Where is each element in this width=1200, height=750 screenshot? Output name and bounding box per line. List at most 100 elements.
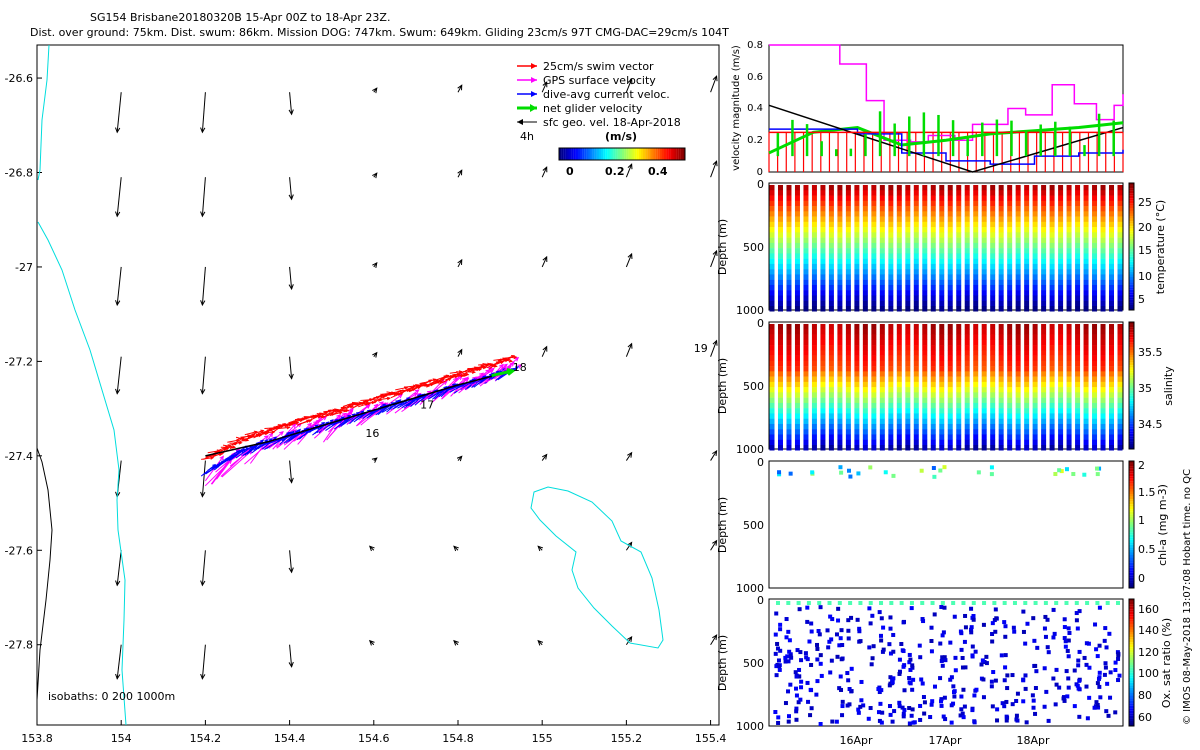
profile-sample xyxy=(862,408,868,414)
profile-sample xyxy=(1117,190,1123,196)
profile-sample xyxy=(990,345,996,351)
profile-sample xyxy=(930,200,936,207)
profile-sample xyxy=(913,339,919,346)
profile-sample xyxy=(862,434,868,440)
profile-sample xyxy=(956,221,962,228)
chla-sample xyxy=(856,471,861,476)
profile-sample xyxy=(973,300,979,307)
profile-sample xyxy=(1015,221,1021,228)
profile-sample xyxy=(845,329,851,335)
profile-sample xyxy=(990,324,996,330)
oxy-cbar-tick-0: 60 xyxy=(1138,711,1152,724)
profile-sample xyxy=(862,366,868,372)
profile-sample xyxy=(888,306,894,312)
profile-sample xyxy=(896,242,902,249)
profile-sample xyxy=(803,366,809,372)
profile-sample xyxy=(990,355,996,362)
oxy-sample xyxy=(979,662,984,667)
profile-sample xyxy=(803,418,809,425)
profile-sample xyxy=(845,227,851,233)
colorbar-cell xyxy=(1129,715,1134,719)
profile-sample xyxy=(1049,429,1055,435)
profile-sample xyxy=(956,387,962,393)
oxy-sample xyxy=(907,652,912,657)
profile-sample xyxy=(837,350,843,356)
colorbar-cell xyxy=(1129,398,1134,401)
profile-sample xyxy=(879,274,885,280)
colorbar-cell xyxy=(1129,473,1134,477)
profile-sample xyxy=(956,284,962,291)
profile-sample xyxy=(1083,269,1089,275)
profile-sample xyxy=(1032,227,1038,233)
oxy-sample xyxy=(902,688,907,693)
profile-sample xyxy=(871,366,877,372)
profile-sample xyxy=(947,392,953,398)
oxy-sample xyxy=(1002,678,1007,683)
profile-sample xyxy=(820,366,826,372)
oxy-sample xyxy=(938,641,943,646)
speed-colorbar-cell xyxy=(561,148,564,160)
chla-sample xyxy=(989,465,994,470)
profile-sample xyxy=(1041,350,1047,356)
profile-sample xyxy=(837,339,843,346)
profile-sample xyxy=(845,206,851,212)
profile-sample xyxy=(1100,387,1106,393)
oxy-sample xyxy=(1003,653,1008,658)
profile-sample xyxy=(1075,290,1081,296)
profile-sample xyxy=(803,185,809,191)
profile-sample xyxy=(1058,263,1064,270)
profile-sample xyxy=(862,345,868,351)
oxy-sample xyxy=(815,679,820,684)
profile-sample xyxy=(888,221,894,228)
profile-sample xyxy=(1015,381,1021,388)
profile-sample xyxy=(786,190,792,196)
colorbar-cell xyxy=(1129,647,1134,650)
oxy-sample xyxy=(897,700,902,705)
profile-sample xyxy=(1015,269,1021,275)
profile-sample xyxy=(905,232,911,238)
oxygen-panel: Depth (m) 0 500 1000 16Apr 17Apr 18Apr 6… xyxy=(716,594,1173,747)
chl-cbar-tick-4: 2 xyxy=(1138,459,1145,472)
oxy-sample xyxy=(1103,661,1108,666)
oxy-sample xyxy=(835,654,840,659)
profile-sample xyxy=(990,284,996,291)
profile-sample xyxy=(837,397,843,404)
profile-sample xyxy=(1007,248,1013,254)
profile-sample xyxy=(794,434,800,440)
dac-vector xyxy=(235,447,251,459)
oxy-sample xyxy=(866,716,871,721)
profile-sample xyxy=(1075,190,1081,196)
profile-sample xyxy=(896,227,902,233)
profile-sample xyxy=(837,242,843,249)
profile-sample xyxy=(828,429,834,435)
colorbar-tick-2: 0.4 xyxy=(648,165,668,178)
profile-sample xyxy=(794,195,800,202)
profile-sample xyxy=(981,216,987,223)
profile-sample xyxy=(998,279,1004,286)
profile-sample xyxy=(854,434,860,440)
profile-sample xyxy=(930,227,936,233)
profile-sample xyxy=(794,381,800,388)
profile-sample xyxy=(786,211,792,217)
oxy-sample xyxy=(788,654,793,659)
profile-sample xyxy=(905,211,911,217)
swim-vector xyxy=(423,378,436,384)
profile-sample xyxy=(998,397,1004,404)
profile-sample xyxy=(1075,185,1081,191)
oxy-sample xyxy=(808,687,813,692)
gps-vector-head xyxy=(341,412,347,418)
profile-sample xyxy=(777,366,783,372)
profile-sample xyxy=(1041,355,1047,362)
map-ytick-label: -27.8 xyxy=(5,639,33,652)
profile-sample xyxy=(1092,392,1098,398)
profile-sample xyxy=(786,200,792,207)
sfc-velocity-arrow xyxy=(201,177,206,217)
profile-sample xyxy=(981,263,987,270)
oxy-sample xyxy=(1097,643,1102,648)
colorbar-cell xyxy=(1129,256,1134,260)
swim-vector xyxy=(336,409,349,412)
profile-sample xyxy=(1092,216,1098,223)
profile-sample xyxy=(845,334,851,341)
profile-sample xyxy=(811,324,817,330)
temp-ytick-1: 500 xyxy=(743,241,764,254)
